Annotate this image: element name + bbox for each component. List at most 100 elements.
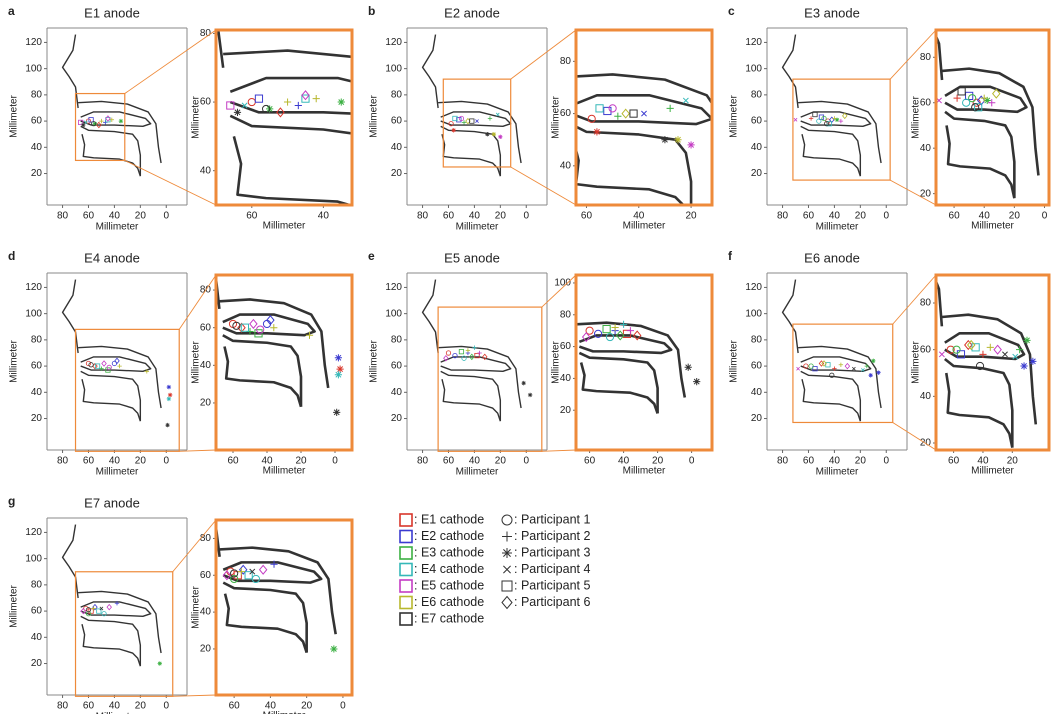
x-tick-label: 40	[109, 211, 121, 222]
y-tick-label: 40	[391, 387, 403, 398]
y-tick-label: 40	[560, 160, 572, 171]
outline	[801, 371, 861, 421]
y-tick-label: 80	[920, 298, 932, 309]
overview-plot	[783, 280, 882, 422]
marker	[809, 364, 813, 368]
y-tick-label: 20	[751, 168, 763, 179]
marker	[871, 359, 875, 363]
legend-label: : E4 cathode	[414, 562, 484, 576]
zoom-plot	[198, 454, 338, 653]
y-tick-label: 80	[31, 580, 43, 591]
marker	[119, 119, 123, 123]
x-tick-label: 20	[135, 211, 147, 222]
legend-label: : Participant 1	[514, 512, 590, 526]
outline	[441, 126, 501, 176]
panel-label: g	[8, 494, 15, 508]
x-tick-label: 20	[495, 211, 507, 222]
marker	[685, 364, 692, 371]
y-tick-label: 100	[385, 63, 402, 74]
x-tick-label: 0	[523, 211, 529, 222]
x-tick-label: 60	[83, 211, 95, 222]
legend-symbol	[502, 597, 512, 609]
marker	[987, 344, 994, 351]
marker	[165, 423, 169, 427]
marker	[839, 119, 843, 123]
x-tick-label: 0	[883, 211, 889, 222]
x-tick-label: 60	[584, 456, 596, 467]
y-tick-label: 20	[751, 413, 763, 424]
marker	[528, 393, 532, 397]
y-tick-label: 60	[31, 361, 43, 372]
outline	[234, 136, 395, 246]
y-tick-label: 120	[25, 527, 42, 538]
legend-symbol	[502, 515, 512, 525]
marker	[446, 351, 450, 355]
overview-plot	[423, 280, 533, 422]
marker	[968, 341, 975, 350]
marker	[168, 393, 172, 397]
y-tick-label: 60	[31, 116, 43, 127]
legend-label: : Participant 4	[514, 562, 590, 576]
y-axis-label: Millimeter	[191, 585, 202, 628]
marker	[260, 565, 267, 574]
y-tick-label: 80	[31, 335, 43, 346]
x-tick-label: 0	[1042, 211, 1048, 222]
marker	[284, 98, 291, 105]
marker	[865, 364, 869, 368]
marker	[965, 341, 972, 350]
outline	[579, 353, 657, 413]
legend-swatch	[400, 564, 412, 576]
panel-label: d	[8, 249, 15, 263]
x-tick-label: 80	[777, 211, 789, 222]
y-tick-label: 120	[385, 282, 402, 293]
x-tick-label: 20	[135, 701, 147, 712]
x-tick-label: 60	[229, 701, 241, 712]
y-tick-label: 100	[385, 308, 402, 319]
connector	[511, 30, 576, 79]
marker	[89, 609, 93, 613]
y-tick-label: 20	[391, 168, 403, 179]
outline	[81, 616, 141, 666]
legend-swatch	[400, 613, 412, 625]
overview-plot	[63, 35, 162, 177]
x-tick-label: 80	[417, 456, 429, 467]
marker	[687, 141, 694, 148]
x-tick-label: 40	[829, 456, 841, 467]
panel-title: E4 anode	[84, 250, 140, 265]
marker	[248, 98, 255, 105]
outline	[225, 347, 302, 407]
legend-label: : E5 cathode	[414, 578, 484, 592]
y-tick-label: 20	[560, 405, 572, 416]
marker	[620, 321, 627, 328]
x-tick-label: 60	[948, 456, 960, 467]
y-tick-label: 40	[31, 142, 43, 153]
y-tick-label: 120	[745, 282, 762, 293]
marker	[106, 116, 110, 121]
marker	[115, 358, 119, 363]
x-tick-label: 60	[83, 456, 95, 467]
legend-label: : E3 cathode	[414, 545, 484, 559]
connector	[173, 520, 216, 572]
outline	[423, 280, 439, 353]
x-tick-label: 60	[246, 211, 258, 222]
panel-label: e	[368, 249, 375, 263]
outline	[223, 335, 301, 407]
overview-plot	[63, 280, 173, 428]
marker	[845, 363, 849, 368]
connector	[179, 275, 216, 329]
x-tick-label: 20	[495, 456, 507, 467]
x-tick-label: 80	[57, 701, 69, 712]
x-tick-label: 0	[883, 456, 889, 467]
marker	[521, 381, 525, 385]
y-tick-label: 120	[25, 37, 42, 48]
marker	[475, 120, 478, 123]
marker	[255, 95, 262, 102]
connector	[893, 422, 936, 450]
marker	[466, 348, 470, 352]
marker	[89, 363, 93, 367]
y-axis-label: Millimeter	[9, 339, 20, 382]
overview-plot	[63, 525, 162, 667]
outline	[945, 359, 1013, 448]
outline	[441, 371, 501, 421]
x-tick-label: 60	[949, 211, 961, 222]
